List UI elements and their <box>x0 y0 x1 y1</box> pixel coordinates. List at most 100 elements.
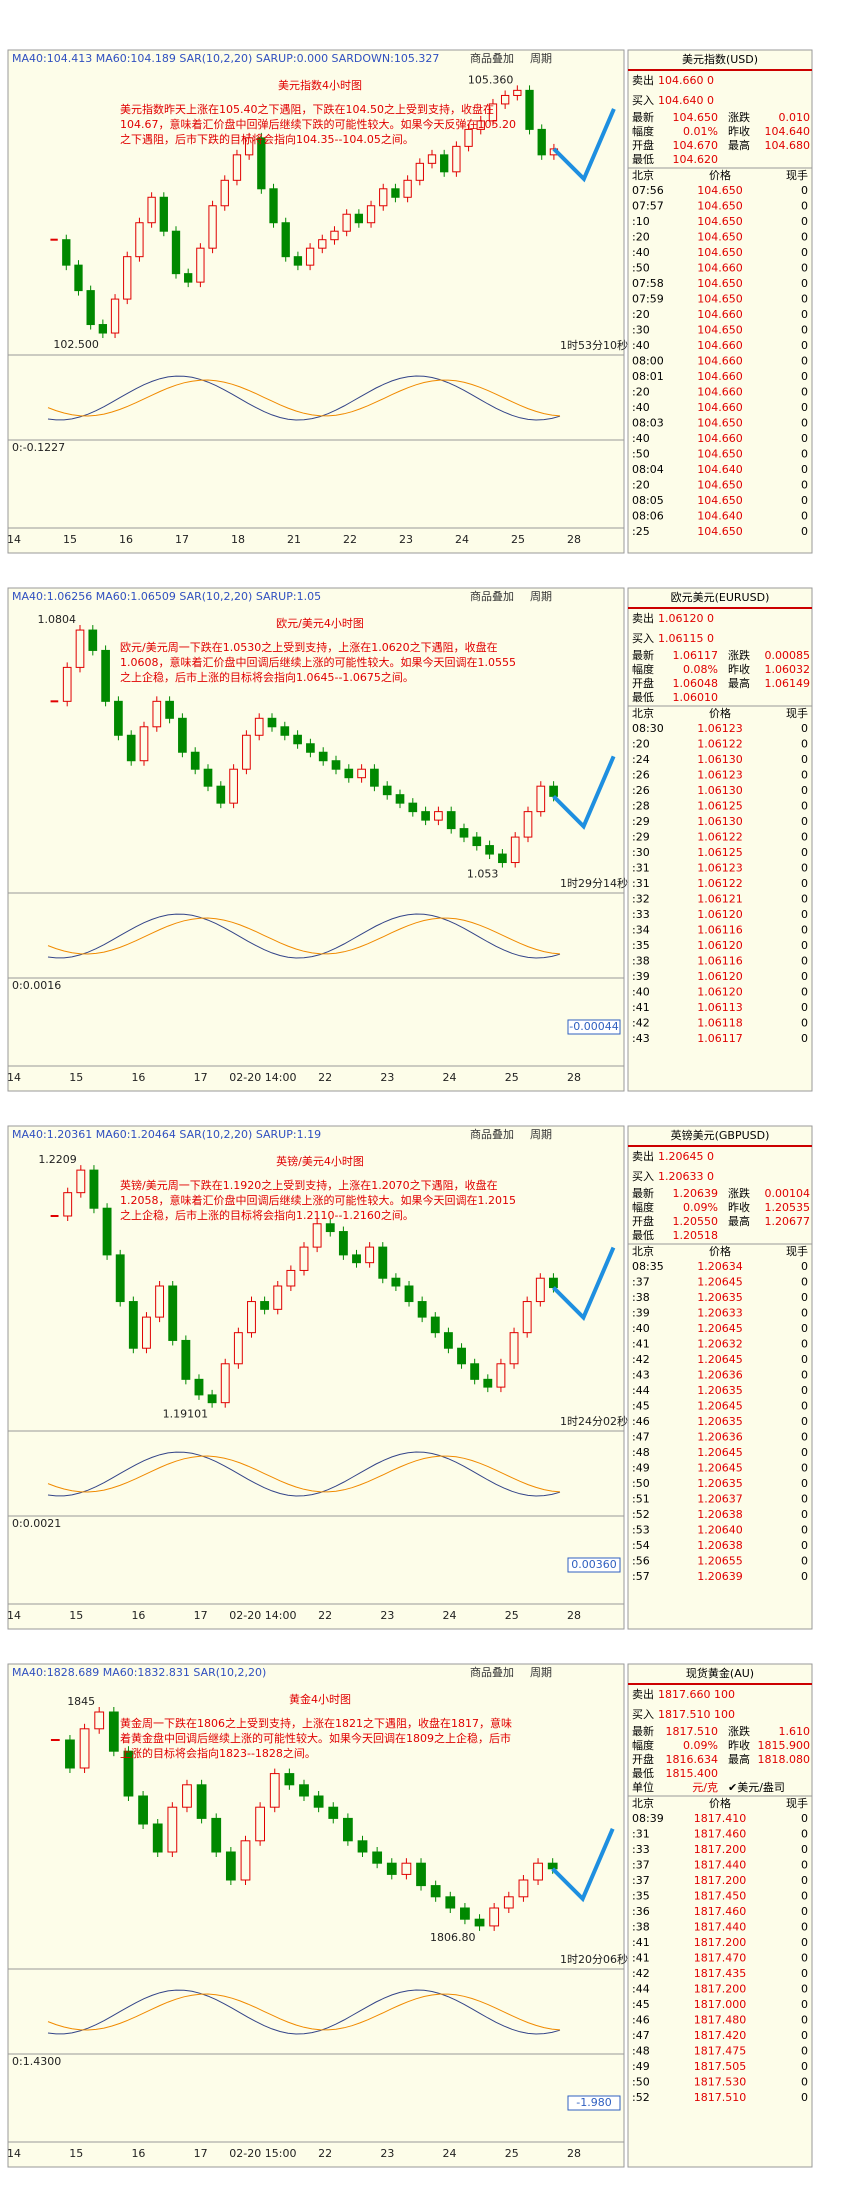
stat-value: 0.00104 <box>765 1187 811 1200</box>
stat-label: 开盘 <box>632 676 654 690</box>
tick-cell: 0 <box>801 262 808 275</box>
candle <box>401 1862 412 1875</box>
candle <box>338 1231 348 1256</box>
tick-cell: 0 <box>801 769 808 782</box>
candle <box>306 743 315 753</box>
tick-cell: 0 <box>801 510 808 523</box>
stat-label: 幅度 <box>632 1200 654 1214</box>
toolbar-button: 商品叠加 <box>470 1665 514 1679</box>
candle <box>513 89 522 96</box>
candle <box>194 1378 204 1396</box>
list-header: 北京 <box>632 1244 654 1258</box>
candle <box>273 1285 283 1310</box>
candle <box>464 128 473 147</box>
candle <box>232 154 242 181</box>
tick-cell: 1.06121 <box>697 893 743 906</box>
candle <box>255 1806 266 1842</box>
stat-value: 元/克 <box>692 1781 718 1794</box>
tick-cell: :48 <box>632 1446 650 1459</box>
tick-cell: 0 <box>801 1260 808 1273</box>
quote-label: 卖出 <box>632 611 654 625</box>
tick-cell: :37 <box>632 1276 650 1289</box>
countdown: 1时24分02秒 <box>560 1414 628 1428</box>
tick-cell: 0 <box>801 908 808 921</box>
x-tick-label: 24 <box>443 1071 457 1084</box>
candle <box>50 1739 60 1741</box>
list-header: 北京 <box>632 1796 654 1810</box>
tick-cell: :50 <box>632 448 650 461</box>
candle <box>244 137 254 156</box>
tick-cell: :41 <box>632 1338 650 1351</box>
x-tick-label: 02-20 15:00 <box>229 2147 296 2160</box>
indicator: MA40:1828.689 MA60:1832.831 SAR(10,2,20) <box>12 1666 266 1679</box>
tick-cell: :28 <box>632 800 650 813</box>
candle <box>126 734 136 762</box>
candle <box>114 700 123 736</box>
candle <box>229 768 238 804</box>
value-box-label: 0.00360 <box>571 1558 617 1571</box>
tick-cell: 1.20645 <box>697 1353 743 1366</box>
tick-cell: 104.660 <box>697 339 743 352</box>
stat-value: 1.20677 <box>765 1215 811 1228</box>
tick-cell: 0 <box>801 1859 808 1872</box>
candle <box>242 734 251 770</box>
candle <box>518 1879 529 1898</box>
quote-price: 1.06120 0 <box>658 612 714 625</box>
tick-cell: :44 <box>632 1983 650 1996</box>
stat-label: 最高 <box>728 1214 750 1228</box>
candle <box>460 1907 470 1920</box>
candle <box>357 1840 368 1853</box>
tick-cell: 104.650 <box>697 417 743 430</box>
tick-cell: 08:00 <box>632 355 664 368</box>
tick-cell: 1817.420 <box>694 2029 747 2042</box>
tick-cell: :52 <box>632 1508 650 1521</box>
forecast-arrow <box>552 755 616 830</box>
tick-cell: 0 <box>801 1291 808 1304</box>
tick-cell: 0 <box>801 1874 808 1887</box>
x-tick-label: 14 <box>7 1071 21 1084</box>
tick-cell: :49 <box>632 1462 650 1475</box>
tick-cell: 1.20635 <box>697 1477 743 1490</box>
tick-cell: 1.06117 <box>697 1032 743 1045</box>
tick-cell: :38 <box>632 1921 650 1934</box>
candle <box>533 1862 543 1881</box>
tick-cell: 1.20645 <box>697 1276 743 1289</box>
candle <box>182 1784 192 1808</box>
stat-value: 104.640 <box>765 125 811 138</box>
candle <box>391 1277 401 1287</box>
tick-cell: 1817.530 <box>694 2076 747 2089</box>
candle <box>548 1277 558 1289</box>
candle <box>240 1840 251 1881</box>
candle <box>378 1246 388 1279</box>
chart-title: 黄金4小时图 <box>289 1692 351 1706</box>
candle <box>181 1339 191 1380</box>
tick-cell: 1.20638 <box>697 1539 743 1552</box>
list-header: 北京 <box>632 168 654 182</box>
quote-label: 卖出 <box>632 1687 654 1701</box>
tick-cell: 0 <box>801 1493 808 1506</box>
tick-cell: 1817.000 <box>694 1998 747 2011</box>
x-tick-label: 14 <box>7 2147 21 2160</box>
tick-cell: 0 <box>801 846 808 859</box>
candle <box>299 1246 309 1271</box>
stat-label: 昨收 <box>728 1200 750 1214</box>
stat-label: 昨收 <box>728 124 750 138</box>
tick-cell: 1.20635 <box>697 1291 743 1304</box>
candle <box>216 785 226 804</box>
tick-cell: 0 <box>801 1307 808 1320</box>
tick-cell: :20 <box>632 738 650 751</box>
tick-cell: 0 <box>801 1017 808 1030</box>
tick-cell: 104.660 <box>697 355 743 368</box>
x-tick-label: 15 <box>69 2147 83 2160</box>
x-tick-label: 24 <box>455 533 469 546</box>
quote-frame <box>627 1663 813 2168</box>
tick-cell: :26 <box>632 769 650 782</box>
forecast-arrow <box>552 1246 616 1322</box>
candle <box>142 1316 151 1349</box>
tick-cell: 0 <box>801 1983 808 1996</box>
stat-value: 1.06149 <box>765 677 811 690</box>
chart-title: 欧元/美元4小时图 <box>276 617 364 630</box>
countdown: 1时20分06秒 <box>560 1952 628 1966</box>
candle <box>167 1806 178 1853</box>
tick-cell: :31 <box>632 862 650 875</box>
